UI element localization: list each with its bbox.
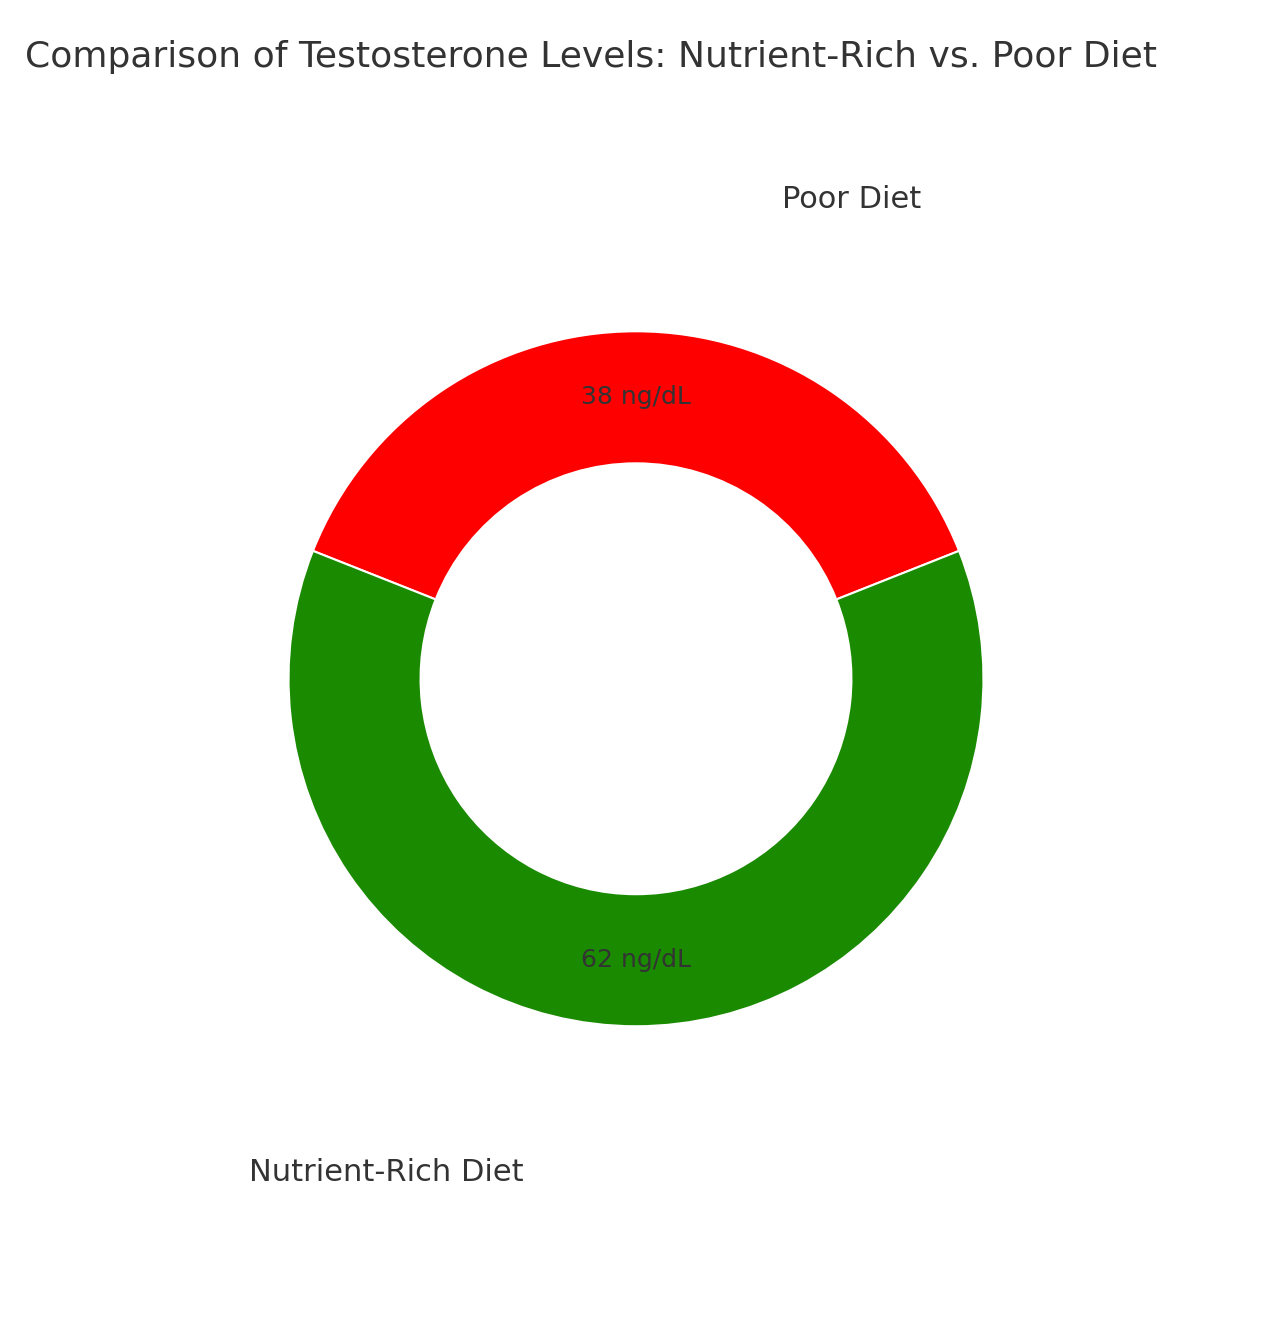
Text: 62 ng/dL: 62 ng/dL [581, 948, 691, 973]
Text: 38 ng/dL: 38 ng/dL [581, 385, 691, 410]
Wedge shape [289, 551, 983, 1027]
Text: Nutrient-Rich Diet: Nutrient-Rich Diet [248, 1157, 523, 1186]
Text: Comparison of Testosterone Levels: Nutrient-Rich vs. Poor Diet: Comparison of Testosterone Levels: Nutri… [25, 40, 1158, 74]
Wedge shape [313, 331, 959, 600]
Text: Poor Diet: Poor Diet [782, 185, 921, 214]
